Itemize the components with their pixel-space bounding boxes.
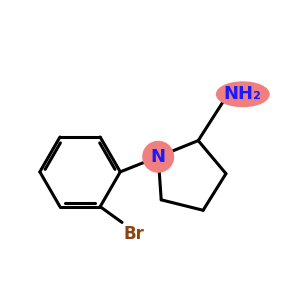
- Circle shape: [143, 142, 173, 172]
- Text: Br: Br: [124, 225, 145, 243]
- Text: NH₂: NH₂: [224, 85, 262, 103]
- Text: N: N: [151, 148, 166, 166]
- Ellipse shape: [217, 82, 269, 106]
